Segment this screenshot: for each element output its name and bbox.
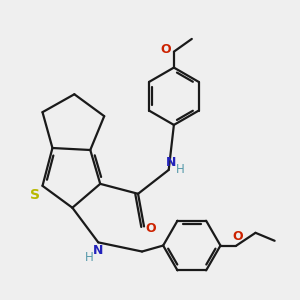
Text: H: H [85, 251, 94, 264]
Text: O: O [146, 222, 156, 235]
Text: N: N [166, 156, 176, 169]
Text: O: O [232, 230, 242, 243]
Text: N: N [93, 244, 104, 257]
Text: S: S [30, 188, 40, 202]
Text: O: O [160, 43, 171, 56]
Text: H: H [176, 164, 184, 176]
